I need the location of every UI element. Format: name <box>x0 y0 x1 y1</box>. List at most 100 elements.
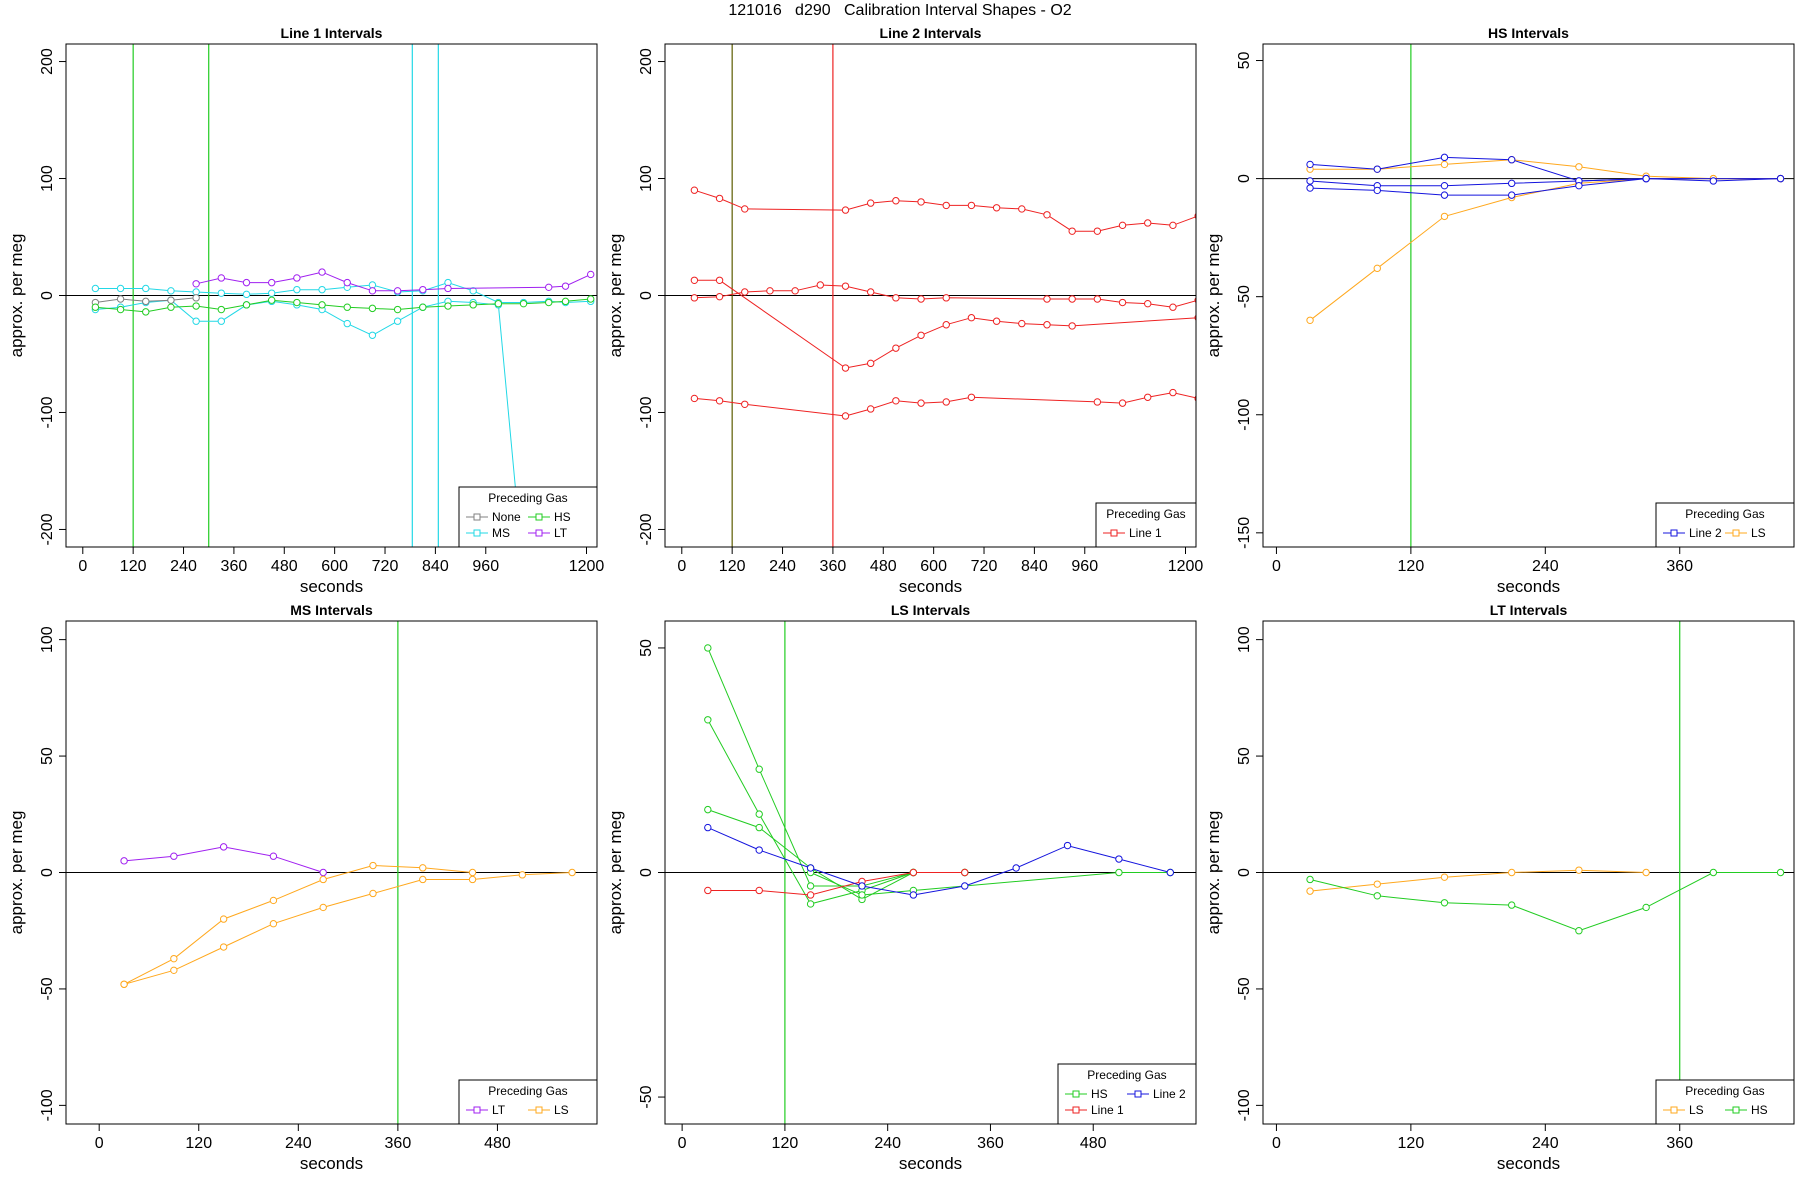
data-point <box>444 284 452 293</box>
legend-entry-label: MS <box>492 526 510 540</box>
data-point <box>992 204 1001 212</box>
y-tick-label: 50 <box>39 747 56 765</box>
legend-entry-label: LS <box>554 1103 569 1117</box>
data-point <box>715 397 724 405</box>
data-point <box>116 305 125 314</box>
y-axis: -200 -100 0 100 200 <box>638 48 666 545</box>
data-point <box>192 280 200 288</box>
data-point <box>866 359 875 368</box>
data-point <box>858 882 866 890</box>
data-point <box>469 287 477 295</box>
data-point <box>545 298 553 307</box>
legend-swatch-marker <box>1134 1090 1142 1098</box>
panel-title: LT Intervals <box>1490 602 1568 618</box>
data-point <box>343 319 351 328</box>
series-line <box>707 647 914 887</box>
y-tick-label: 0 <box>1236 174 1253 183</box>
data-point <box>170 954 178 963</box>
data-point <box>1306 875 1314 884</box>
x-tick-label: 0 <box>1272 558 1281 575</box>
data-point <box>866 288 875 296</box>
data-point <box>816 281 825 289</box>
data-point <box>1642 868 1650 877</box>
data-point <box>267 278 276 287</box>
data-point <box>1373 880 1381 888</box>
data-point <box>1440 191 1449 199</box>
data-point <box>142 297 150 306</box>
y-tick-label: 200 <box>39 48 56 75</box>
data-point <box>841 206 850 214</box>
y-tick-label: -100 <box>638 396 655 428</box>
data-point <box>1507 191 1516 199</box>
y-tick-label: -50 <box>1236 285 1253 308</box>
data-point <box>961 868 969 877</box>
data-point <box>545 283 553 292</box>
y-axis: -150 -100 -50 0 50 <box>1236 52 1264 549</box>
series-line <box>1309 872 1781 932</box>
data-point <box>343 278 351 287</box>
data-point <box>755 810 763 818</box>
data-point <box>866 199 875 207</box>
data-point <box>806 900 815 908</box>
data-point <box>690 276 699 284</box>
data-point <box>368 304 377 313</box>
x-tick-label: 720 <box>971 558 998 575</box>
y-tick-label: 0 <box>638 868 655 877</box>
x-tick-label: 360 <box>820 558 847 575</box>
series-line <box>707 872 965 896</box>
data-point <box>393 287 402 295</box>
legend-entry-label: HS <box>554 510 571 524</box>
legend: Preceding Gas LT LS <box>458 1079 598 1125</box>
x-tick-label: 0 <box>1272 1135 1281 1152</box>
data-point <box>170 852 178 860</box>
data-point <box>1306 316 1314 324</box>
legend: Preceding Gas Line 1 <box>1095 502 1197 548</box>
x-tick-label: 240 <box>285 1135 312 1152</box>
data-point <box>1018 205 1026 213</box>
y-axis: -200 -100 0 100 200 <box>39 48 67 545</box>
data-point <box>269 852 278 860</box>
y-tick-label: 100 <box>39 165 56 192</box>
x-tick-label: 600 <box>321 558 348 575</box>
legend-entry-label: Line 1 <box>1091 1103 1124 1117</box>
legend-title: Preceding Gas <box>1685 1084 1764 1098</box>
legend-entry-label: LT <box>554 526 568 540</box>
x-axis-label: seconds <box>300 1154 363 1173</box>
x-tick-label: 120 <box>719 558 746 575</box>
legend-entry-label: Line 2 <box>1153 1087 1186 1101</box>
data-point <box>419 875 427 884</box>
y-axis: -100 -50 0 50 100 <box>39 626 67 1121</box>
x-tick-label: 240 <box>1532 558 1559 575</box>
data-point <box>167 303 175 311</box>
data-point <box>1063 841 1072 850</box>
figure-title: 121016 d290 Calibration Interval Shapes … <box>728 2 1072 19</box>
data-point <box>806 882 815 890</box>
chart-panel-2: Line 2 Intervals 0 120 240 360 480 600 720 840 96… <box>606 25 1203 596</box>
data-point <box>1012 864 1020 872</box>
legend-entry-label: Line 1 <box>1129 526 1162 540</box>
x-axis: 0 120 240 360 480 600 720 840 960 1200 <box>677 546 1203 575</box>
legend-box <box>1095 502 1197 548</box>
y-axis: -100 -50 0 50 100 <box>1236 626 1264 1121</box>
legend-title: Preceding Gas <box>1106 507 1185 521</box>
x-tick-label: 960 <box>1071 558 1098 575</box>
data-point <box>217 305 226 314</box>
data-point <box>217 289 226 297</box>
data-point <box>219 943 228 951</box>
data-point <box>841 282 850 290</box>
data-point <box>319 875 327 884</box>
x-axis-label: seconds <box>899 1154 962 1173</box>
data-point <box>766 287 774 295</box>
data-point <box>142 308 150 316</box>
y-tick-label: -100 <box>39 396 56 428</box>
data-point <box>755 823 763 832</box>
data-point <box>167 287 175 295</box>
x-axis-label: seconds <box>1497 1154 1560 1173</box>
legend: Preceding Gas HS Line 2 Line 1 <box>1057 1063 1197 1125</box>
data-point <box>917 399 925 407</box>
series-line <box>95 299 520 530</box>
data-point <box>967 314 976 322</box>
series-line <box>124 846 324 873</box>
series-group <box>120 843 576 988</box>
